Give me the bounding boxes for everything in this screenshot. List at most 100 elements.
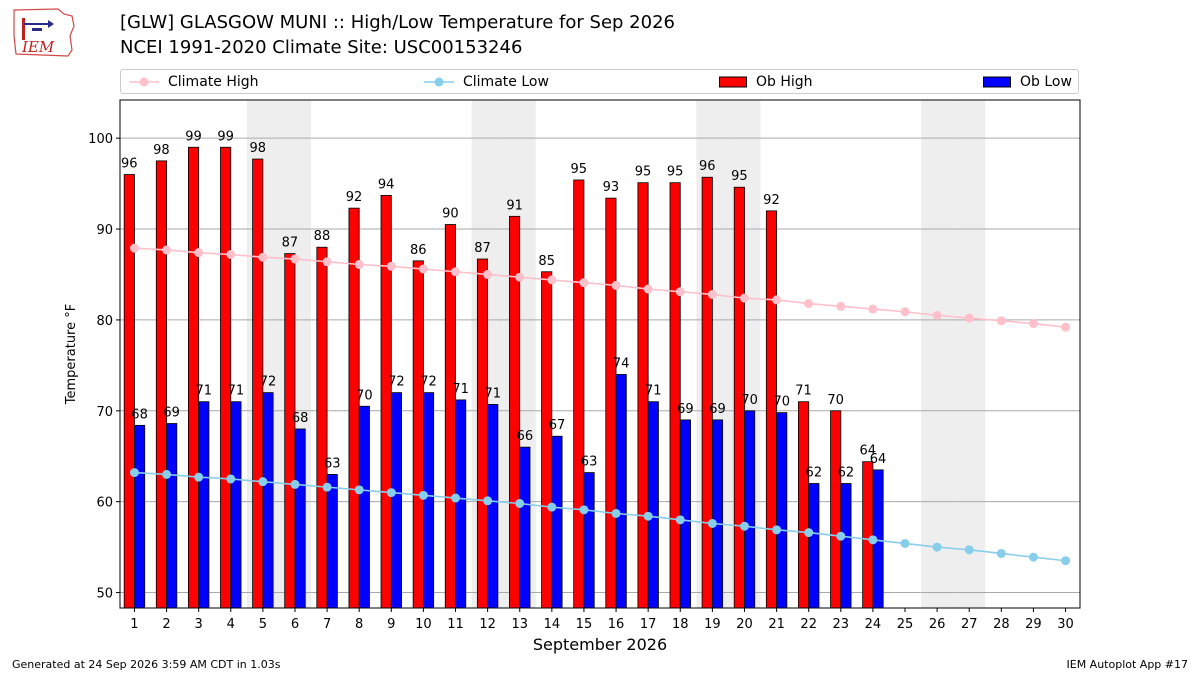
ob-high-bar-day-2: [155, 160, 167, 609]
ob-high-label-day-4: 99: [217, 129, 234, 144]
legend-item-ob-low: Ob Low: [983, 70, 1072, 93]
ob-low-bar-day-7: [326, 474, 338, 609]
climate-high-point-day-16: [611, 280, 621, 290]
ob-high-bar-day-13: [509, 215, 521, 609]
ob-low-bar-day-15: [583, 472, 595, 609]
climate-high-point-day-4: [226, 249, 236, 259]
climate-low-point-day-20: [739, 521, 749, 531]
weekend-band-day-19: [696, 100, 729, 608]
logo-text: IEM: [21, 38, 55, 56]
climate-low-point-day-11: [451, 493, 461, 503]
weekend-band-day-6: [278, 100, 312, 608]
ob-low-bar-day-3: [198, 401, 210, 609]
x-tick-label-7: 7: [323, 617, 331, 632]
climate-low-point-day-2: [162, 469, 172, 479]
ob-low-bar-day-8: [358, 405, 370, 609]
x-tick-label-9: 9: [387, 617, 395, 632]
climate-low-point-day-21: [772, 525, 782, 535]
ob-low-bar-day-12: [487, 404, 499, 609]
climate-low-point-day-13: [515, 498, 525, 508]
y-tick-label-90: 90: [96, 223, 113, 238]
ob-high-bar-day-7: [316, 246, 328, 609]
ob-low-label-day-9: 72: [388, 375, 405, 390]
climate-low-point-day-22: [804, 528, 814, 538]
climate-low-point-day-26: [932, 542, 942, 552]
x-tick-label-1: 1: [130, 617, 138, 632]
ob-high-bar-day-23: [830, 410, 842, 609]
ob-high-bar-day-9: [380, 195, 392, 609]
ob-low-bar-day-1: [134, 424, 146, 609]
x-tick-label-14: 14: [544, 617, 561, 632]
ob-high-bar-day-16: [605, 197, 617, 609]
ob-low-label-day-12: 71: [484, 386, 501, 401]
ob-low-bar-day-9: [390, 392, 402, 609]
x-tick-label-19: 19: [704, 617, 721, 632]
climate-high-point-day-27: [964, 313, 974, 323]
ob-high-label-day-11: 90: [442, 207, 459, 222]
climate-low-point-day-27: [964, 545, 974, 555]
ob-high-label-day-6: 87: [282, 236, 299, 251]
climate-high-point-day-10: [418, 264, 428, 274]
climate-high-point-day-23: [836, 301, 846, 311]
ob-high-bar-day-20: [733, 186, 745, 609]
generated-note: Generated at 24 Sep 2026 3:59 AM CDT in …: [12, 658, 281, 671]
weekend-band-day-13: [503, 100, 536, 608]
climate-high-point-day-20: [739, 293, 749, 303]
climate-low-point-day-19: [707, 518, 717, 528]
climate-low-point-day-7: [322, 482, 332, 492]
x-tick-label-17: 17: [640, 617, 657, 632]
x-tick-label-5: 5: [259, 617, 267, 632]
legend-label-ob-high: Ob High: [756, 73, 813, 90]
y-tick-label-80: 80: [96, 314, 113, 329]
x-tick-label-2: 2: [162, 617, 170, 632]
ob-high-label-day-1: 96: [121, 157, 138, 172]
ob-high-label-day-22: 71: [795, 384, 812, 399]
ob-high-bar-day-19: [701, 176, 713, 609]
climate-high-point-day-9: [386, 261, 396, 271]
legend-label-ob-low: Ob Low: [1020, 73, 1072, 90]
weekend-band-day-20: [728, 100, 761, 608]
climate-high-point-day-22: [804, 299, 814, 309]
ob-high-label-day-19: 96: [699, 159, 716, 174]
ob-high-bar-day-1: [123, 174, 135, 609]
legend-item-ob-high: Ob High: [719, 70, 813, 93]
ob-low-label-day-5: 72: [260, 375, 277, 390]
x-tick-label-11: 11: [447, 617, 464, 632]
ob-high-bar-day-4: [220, 146, 232, 609]
ob-high-bar-day-11: [444, 224, 456, 609]
app-label: IEM Autoplot App #17: [1066, 658, 1189, 671]
ob-low-label-day-17: 71: [645, 384, 662, 399]
ob-high-label-day-10: 86: [410, 243, 427, 258]
ob-high-bar-day-22: [798, 401, 810, 609]
ob-high-label-day-13: 91: [506, 198, 523, 213]
ob-low-bar-day-20: [744, 410, 756, 609]
climate-low-line: [134, 471, 1066, 562]
climate-high-point-day-29: [1028, 319, 1038, 329]
ob-low-label-day-4: 71: [228, 384, 245, 399]
climate-high-point-day-17: [643, 284, 653, 294]
climate-low-point-day-25: [900, 538, 910, 548]
ob-low-bar-day-23: [840, 483, 852, 609]
x-tick-label-20: 20: [736, 617, 753, 632]
ob-high-label-day-16: 93: [603, 180, 620, 195]
legend-item-climate-high: Climate High: [129, 70, 259, 93]
climate-low-point-day-9: [386, 488, 396, 498]
climate-high-point-day-21: [772, 295, 782, 305]
climate-high-point-day-14: [547, 275, 557, 285]
x-tick-label-25: 25: [897, 617, 914, 632]
ob-low-bar-day-17: [647, 401, 659, 609]
ob-high-label-day-12: 87: [474, 241, 491, 256]
ob-low-bar-day-5: [262, 392, 274, 609]
x-tick-label-10: 10: [415, 617, 432, 632]
ob-high-bar-day-17: [637, 182, 649, 609]
climate-low-point-day-4: [226, 474, 236, 484]
ob-high-label-day-5: 98: [249, 141, 266, 156]
ob-low-label-day-7: 63: [324, 456, 341, 471]
y-tick-label-50: 50: [96, 587, 113, 602]
x-axis-title: September 2026: [533, 635, 667, 654]
x-tick-label-8: 8: [355, 617, 363, 632]
ob-low-label-day-21: 70: [773, 395, 790, 410]
x-tick-label-15: 15: [576, 617, 593, 632]
ob-low-label-day-22: 62: [806, 465, 823, 480]
climate-low-point-day-1: [129, 468, 139, 478]
